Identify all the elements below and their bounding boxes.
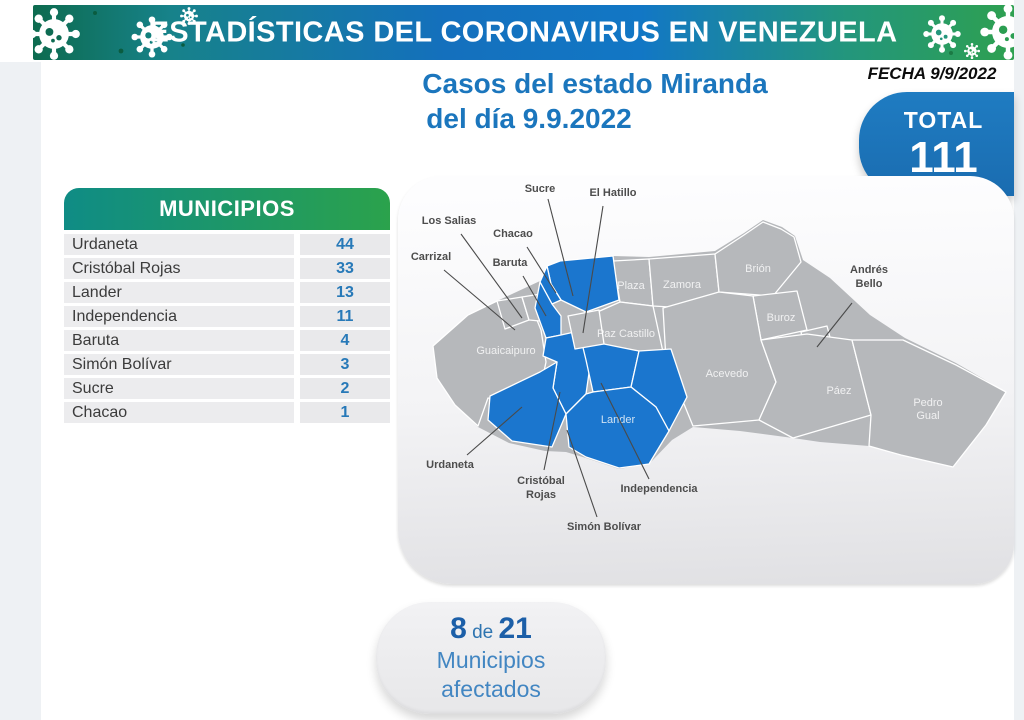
map-callout-label: Los Salias xyxy=(422,215,476,227)
municipio-name: Independencia xyxy=(64,306,294,327)
map-region-label: Guaicaipuro xyxy=(476,345,535,357)
map-callout-label: Carrizal xyxy=(411,251,451,263)
map-callout-label: El Hatillo xyxy=(589,187,636,199)
map-callout-line xyxy=(543,391,561,471)
municipio-cases: 3 xyxy=(300,354,390,375)
map-region-label: Pedro xyxy=(913,397,942,409)
map-callout-line xyxy=(816,302,853,348)
left-margin-strip xyxy=(0,62,41,720)
table-row: Independencia 11 xyxy=(64,306,390,327)
map-callout-line xyxy=(466,406,523,456)
municipio-cases: 4 xyxy=(300,330,390,351)
map-callout-label: Urdaneta xyxy=(426,459,475,471)
map-callout-line xyxy=(460,233,523,319)
municipio-name: Sucre xyxy=(64,378,294,399)
dot-decoration xyxy=(949,51,953,55)
municipio-name: Urdaneta xyxy=(64,234,294,255)
map-region-label: Páez xyxy=(826,385,851,397)
header-banner: ESTADÍSTICAS DEL CORONAVIRUS EN VENEZUEL… xyxy=(33,5,1014,60)
affected-count: 8 xyxy=(450,612,467,645)
municipio-cases: 44 xyxy=(300,234,390,255)
total-value: 111 xyxy=(909,133,978,182)
map-region-label: Lander xyxy=(601,414,636,426)
municipio-name: Chacao xyxy=(64,402,294,423)
municipios-table: MUNICIPIOS Urdaneta 44 Cristóbal Rojas 33 La… xyxy=(64,188,390,426)
municipio-name: Cristóbal Rojas xyxy=(64,258,294,279)
municipio-name: Lander xyxy=(64,282,294,303)
map-region-lander xyxy=(565,386,670,469)
right-margin-strip xyxy=(1014,0,1024,720)
table-row: Simón Bolívar 3 xyxy=(64,354,390,375)
municipio-name: Baruta xyxy=(64,330,294,351)
map-callout-label: Independencia xyxy=(620,483,698,495)
municipio-cases: 33 xyxy=(300,258,390,279)
total-municipios-count: 21 xyxy=(498,612,532,645)
map-region-brion xyxy=(714,221,802,297)
map-region-label: Paz Castillo xyxy=(597,328,655,340)
map-region-label: Acevedo xyxy=(706,368,749,380)
municipios-header: MUNICIPIOS xyxy=(64,188,390,230)
map-region-label: Plaza xyxy=(617,280,645,292)
municipio-cases: 1 xyxy=(300,402,390,423)
summary-pill: 8 de 21 Municipios afectados xyxy=(376,602,606,714)
map-panel: Plaza Zamora Paz Castillo Guaicaipuro Brión B… xyxy=(398,176,1014,584)
map-region-pedro-gual xyxy=(851,339,1007,468)
map-callout-line xyxy=(522,275,547,317)
table-row: Baruta 4 xyxy=(64,330,390,351)
subtitle-line2: del día 9.9.2022 xyxy=(426,103,632,134)
map-callout-label: Baruta xyxy=(493,257,529,269)
map-callout-label: Cristóbal xyxy=(517,475,565,487)
table-row: Lander 13 xyxy=(64,282,390,303)
map-callout-line xyxy=(566,429,598,518)
map-region-label: Gual xyxy=(916,410,939,422)
municipio-cases: 11 xyxy=(300,306,390,327)
map-callout-line xyxy=(600,382,650,480)
total-label: TOTAL xyxy=(903,107,984,133)
date-label: FECHA 9/9/2022 xyxy=(867,64,997,83)
map-callout-line xyxy=(443,269,516,331)
map-callout-line xyxy=(582,205,604,334)
subtitle-line1: Casos del estado Miranda xyxy=(422,68,768,99)
map-callout-label: Sucre xyxy=(525,183,556,195)
dot-decoration xyxy=(118,48,124,54)
table-row: Sucre 2 xyxy=(64,378,390,399)
map-region-label: Buroz xyxy=(767,312,796,324)
map-callout-label: Chacao xyxy=(493,228,533,240)
table-row: Cristóbal Rojas 33 xyxy=(64,258,390,279)
table-row: Urdaneta 44 xyxy=(64,234,390,255)
map-region-el-hatillo xyxy=(567,309,605,350)
map-callout-label: Bello xyxy=(856,278,883,290)
map-callout-line xyxy=(547,198,574,297)
map-callout-label: Andrés xyxy=(850,264,888,276)
dot-decoration xyxy=(93,11,97,15)
map-callout-line xyxy=(526,246,557,294)
summary-line2: Municipios xyxy=(436,647,546,673)
miranda-map: Plaza Zamora Paz Castillo Guaicaipuro Brión B… xyxy=(411,183,1007,533)
page-title: ESTADÍSTICAS DEL CORONAVIRUS EN VENEZUEL… xyxy=(149,16,898,48)
summary-line3: afectados xyxy=(441,676,541,702)
municipio-cases: 2 xyxy=(300,378,390,399)
municipio-name: Simón Bolívar xyxy=(64,354,294,375)
map-region-label: Brión xyxy=(745,263,771,275)
map-region-label: Zamora xyxy=(663,279,702,291)
of-word: de xyxy=(472,622,494,643)
table-row: Chacao 1 xyxy=(64,402,390,423)
map-callout-label: Rojas xyxy=(526,489,556,501)
subtitle: Casos del estado Miranda del día 9.9.202… xyxy=(350,66,840,136)
summary-count-line: 8 de 21 xyxy=(376,612,606,646)
municipio-cases: 13 xyxy=(300,282,390,303)
map-callout-label: Simón Bolívar xyxy=(567,521,642,533)
municipios-rows: Urdaneta 44 Cristóbal Rojas 33 Lander 13 Indep… xyxy=(64,234,390,423)
